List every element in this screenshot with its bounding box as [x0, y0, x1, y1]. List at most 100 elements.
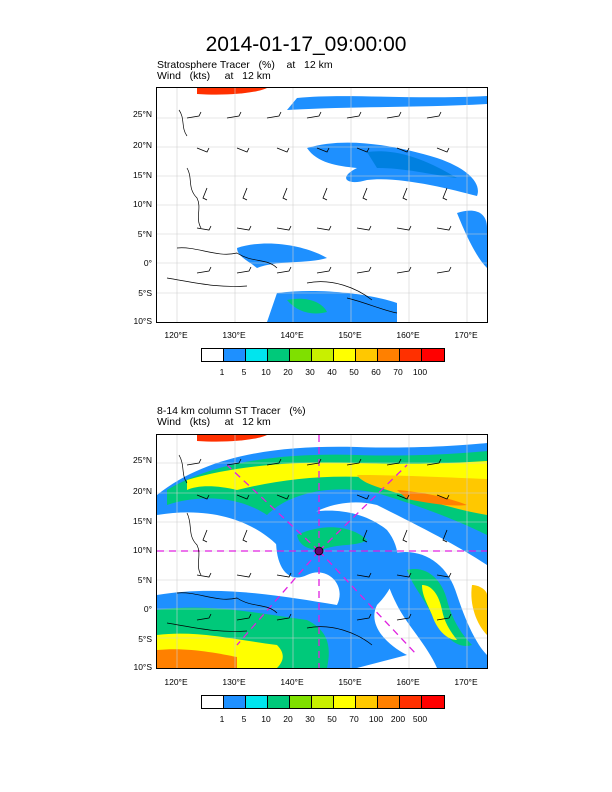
panel1-lon-label: 170°E	[454, 330, 478, 340]
panel2-map-svg	[157, 435, 487, 668]
colorbar-swatch	[422, 349, 444, 361]
colorbar-swatch	[202, 349, 224, 361]
page-title: 2014-01-17_09:00:00	[205, 33, 407, 56]
panel2-lat-label: 10°S	[133, 662, 152, 672]
panel2-subtitle: Wind (kts) at 12 km	[157, 416, 271, 428]
panel2-lon-label: 140°E	[280, 677, 304, 687]
colorbar-swatch	[422, 696, 444, 708]
panel2-colorbar	[201, 695, 445, 709]
panel1-lat-label: 20°N	[133, 140, 152, 150]
tracer-top-red	[197, 435, 267, 442]
tracer-blob-south	[237, 243, 327, 268]
colorbar-swatch	[400, 349, 422, 361]
coastlines	[166, 454, 373, 646]
tracer-swirl	[276, 510, 407, 668]
panel1-colorbar-label: 70	[393, 367, 403, 377]
panel1-lat-label: 25°N	[133, 109, 152, 119]
panel2-colorbar-label: 200	[390, 714, 406, 724]
panel1-lon-label: 140°E	[280, 330, 304, 340]
colorbar-swatch	[290, 349, 312, 361]
tracer-east-yellow	[422, 585, 457, 640]
panel2-lon-label: 150°E	[338, 677, 362, 687]
tracer-band-inner	[367, 151, 457, 178]
center-point-marker	[314, 546, 324, 556]
colorbar-swatch	[356, 349, 378, 361]
panel2-colorbar-label: 500	[412, 714, 428, 724]
panel1-colorbar-label: 1	[219, 367, 225, 377]
panel2-colorbar-label: 10	[261, 714, 271, 724]
map-gridlines	[157, 88, 487, 322]
map-gridlines	[157, 435, 487, 668]
panel2-colorbar-label: 70	[349, 714, 359, 724]
panel1-lat-label: 10°N	[133, 199, 152, 209]
panel1-lon-label: 160°E	[396, 330, 420, 340]
colorbar-swatch	[290, 696, 312, 708]
panel2-lon-label: 170°E	[454, 677, 478, 687]
colorbar-swatch	[224, 349, 246, 361]
trajectory-lines	[157, 435, 487, 668]
panel2-lat-label: 0°	[143, 604, 152, 614]
panel2-lat-label: 5°S	[138, 634, 152, 644]
tracer-band-main	[307, 142, 478, 196]
colorbar-swatch	[334, 696, 356, 708]
panel2-lat-label: 10°N	[133, 545, 152, 555]
panel1-lon-label: 150°E	[338, 330, 362, 340]
wind-barbs	[186, 458, 452, 621]
panel1-colorbar-label: 20	[283, 367, 293, 377]
tracer-band-upper	[287, 96, 487, 110]
colorbar-swatch	[246, 349, 268, 361]
panel2-lon-label: 120°E	[164, 677, 188, 687]
colorbar-swatch	[400, 696, 422, 708]
panel1-colorbar-label: 40	[327, 367, 337, 377]
tracer-jet-yellow	[187, 461, 487, 495]
panel1-lat-label: 15°N	[133, 170, 152, 180]
wind-barbs	[186, 111, 452, 274]
panel1-colorbar-label: 30	[305, 367, 315, 377]
tracer-blob-se-green	[287, 298, 327, 314]
panel2-lat-label: 25°N	[133, 455, 152, 465]
panel2-colorbar-label: 30	[305, 714, 315, 724]
tracer-blob-se	[267, 291, 397, 322]
panel1-colorbar-label: 60	[371, 367, 381, 377]
panel1-lat-label: 0°	[143, 258, 152, 268]
tracer-top-red	[197, 88, 267, 95]
panel1-subtitle: Wind (kts) at 12 km	[157, 70, 271, 82]
panel1-colorbar-label: 5	[241, 367, 247, 377]
panel1-colorbar-label: 10	[261, 367, 271, 377]
colorbar-swatch	[334, 349, 356, 361]
panel2-lon-label: 130°E	[222, 677, 246, 687]
colorbar-swatch	[268, 349, 290, 361]
panel2-colorbar-label: 1	[219, 714, 225, 724]
panel2-lat-label: 20°N	[133, 486, 152, 496]
colorbar-swatch	[378, 696, 400, 708]
colorbar-swatch	[246, 696, 268, 708]
panel1-colorbar-label: 50	[349, 367, 359, 377]
panel2-colorbar-label: 20	[283, 714, 293, 724]
colorbar-swatch	[312, 349, 334, 361]
panel1-map-svg	[157, 88, 487, 322]
panel2-colorbar-label: 100	[368, 714, 384, 724]
panel1-lat-label: 10°S	[133, 316, 152, 326]
tracer-jet-orange-dark	[397, 490, 467, 506]
panel1-lat-label: 5°N	[137, 229, 152, 239]
panel1-map	[156, 87, 488, 323]
panel2-lat-label: 15°N	[133, 516, 152, 526]
colorbar-swatch	[378, 349, 400, 361]
colorbar-swatch	[202, 696, 224, 708]
panel1-lon-label: 120°E	[164, 330, 188, 340]
panel1-colorbar-label: 100	[412, 367, 428, 377]
colorbar-swatch	[224, 696, 246, 708]
panel1-lat-label: 5°S	[138, 288, 152, 298]
colorbar-swatch	[356, 696, 378, 708]
panel2-map	[156, 434, 488, 669]
tracer-east-edge-orange	[471, 585, 487, 635]
panel1-lon-label: 130°E	[222, 330, 246, 340]
panel2-title: 8-14 km column ST Tracer (%)	[157, 405, 306, 417]
panel2-lat-label: 5°N	[137, 575, 152, 585]
panel1-title: Stratosphere Tracer (%) at 12 km	[157, 59, 333, 71]
panel1-colorbar	[201, 348, 445, 362]
coastlines	[166, 109, 398, 314]
panel2-colorbar-label: 50	[327, 714, 337, 724]
tracer-blob-east	[457, 210, 487, 268]
panel2-colorbar-label: 5	[241, 714, 247, 724]
